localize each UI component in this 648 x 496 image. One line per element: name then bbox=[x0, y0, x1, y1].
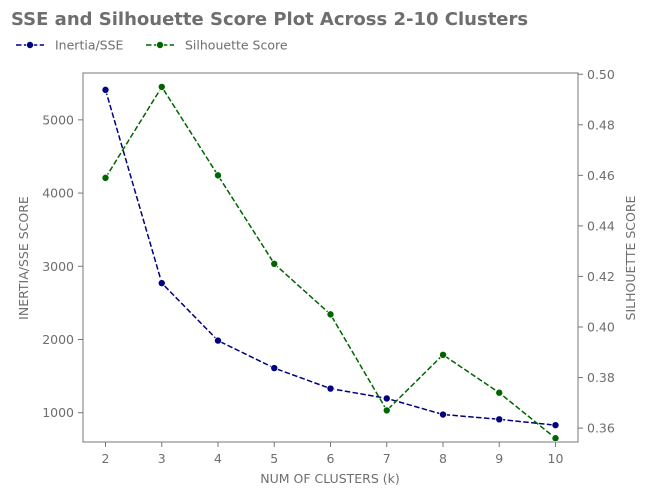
x-tick-label: 6 bbox=[327, 451, 335, 466]
y-tick-label: 3000 bbox=[42, 259, 74, 274]
y-tick-label: 1000 bbox=[42, 405, 74, 420]
y-tick-label: 4000 bbox=[42, 186, 74, 201]
x-tick-label: 7 bbox=[383, 451, 391, 466]
data-point-silhouette-score bbox=[101, 173, 110, 182]
y2-tick-label: 0.46 bbox=[587, 168, 615, 183]
legend-marker bbox=[155, 41, 164, 50]
x-axis-label: NUM OF CLUSTERS (k) bbox=[260, 471, 400, 486]
data-point-inertia-sse bbox=[495, 415, 504, 424]
data-point-silhouette-score bbox=[551, 434, 560, 443]
y2-tick-label: 0.38 bbox=[587, 370, 615, 385]
x-tick-label: 10 bbox=[548, 451, 564, 466]
y2-tick-label: 0.40 bbox=[587, 320, 615, 335]
data-point-inertia-sse bbox=[270, 364, 279, 373]
data-point-silhouette-score bbox=[157, 82, 166, 91]
data-point-inertia-sse bbox=[551, 421, 560, 430]
data-point-inertia-sse bbox=[101, 85, 110, 94]
x-tick-label: 5 bbox=[270, 451, 278, 466]
data-point-silhouette-score bbox=[382, 406, 391, 415]
legend-item-silhouette-score: Silhouette Score bbox=[146, 38, 288, 53]
y2-tick-label: 0.50 bbox=[587, 67, 615, 82]
x-tick-label: 8 bbox=[439, 451, 447, 466]
x-tick-label: 3 bbox=[158, 451, 166, 466]
chart-title: SSE and Silhouette Score Plot Across 2-1… bbox=[11, 9, 528, 30]
legend-marker bbox=[25, 41, 34, 50]
y-tick-label: 5000 bbox=[42, 112, 74, 127]
data-point-silhouette-score bbox=[270, 259, 279, 268]
data-point-inertia-sse bbox=[326, 384, 335, 393]
y-axis-left: 1000 2000 3000 4000 5000 bbox=[42, 112, 83, 420]
legend: Inertia/SSE Silhouette Score bbox=[16, 38, 288, 53]
x-tick-label: 9 bbox=[495, 451, 503, 466]
legend-label: Silhouette Score bbox=[185, 38, 288, 53]
y2-axis-label: SILHOUETTE SCORE bbox=[623, 195, 638, 320]
data-point-silhouette-score bbox=[213, 171, 222, 180]
series-line-inertia-sse bbox=[104, 89, 556, 426]
x-tick-label: 4 bbox=[214, 451, 222, 466]
data-point-inertia-sse bbox=[213, 336, 222, 345]
y2-tick-label: 0.48 bbox=[587, 117, 615, 132]
series-silhouette-score bbox=[101, 82, 560, 443]
x-axis: 2 3 4 5 6 7 8 9 10 bbox=[102, 442, 564, 466]
y2-tick-label: 0.42 bbox=[587, 269, 615, 284]
data-point-silhouette-score bbox=[326, 310, 335, 319]
series-layer bbox=[101, 82, 560, 443]
y-tick-label: 2000 bbox=[42, 332, 74, 347]
data-point-inertia-sse bbox=[438, 410, 447, 419]
y2-tick-label: 0.36 bbox=[587, 421, 615, 436]
series-inertia-sse bbox=[101, 85, 560, 430]
y-axis-right: 0.36 0.38 0.40 0.42 0.44 0.46 0.48 0.50 bbox=[578, 67, 615, 436]
x-tick-label: 2 bbox=[102, 451, 110, 466]
legend-label: Inertia/SSE bbox=[55, 38, 124, 53]
y2-tick-label: 0.44 bbox=[587, 218, 615, 233]
data-point-silhouette-score bbox=[495, 388, 504, 397]
data-point-inertia-sse bbox=[382, 394, 391, 403]
legend-item-inertia-sse: Inertia/SSE bbox=[16, 38, 124, 53]
data-point-silhouette-score bbox=[438, 350, 447, 359]
y-axis-label: INERTIA/SSE SCORE bbox=[16, 196, 31, 320]
data-point-inertia-sse bbox=[157, 279, 166, 288]
